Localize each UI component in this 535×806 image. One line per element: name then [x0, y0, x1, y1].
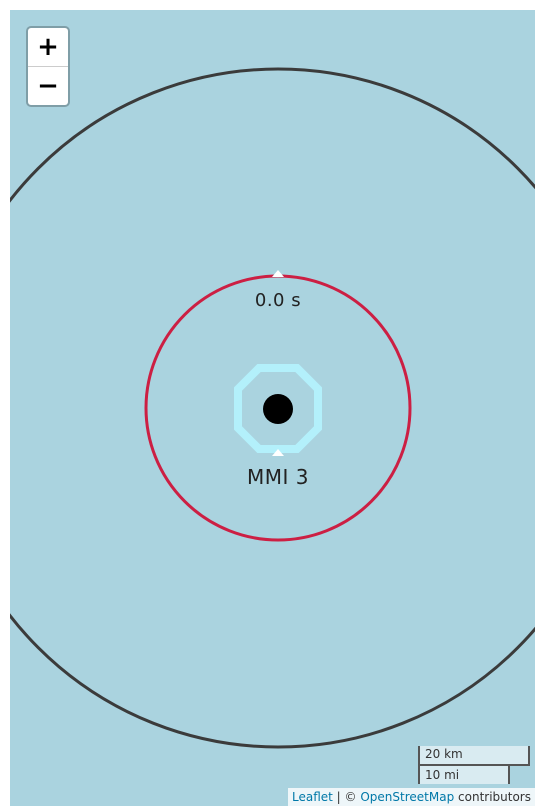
epicenter-dot[interactable]	[263, 394, 293, 424]
osm-link[interactable]: OpenStreetMap	[360, 790, 455, 804]
map-overlay	[10, 67, 535, 749]
scale-metric: 20 km	[418, 746, 530, 766]
attribution-separator: | ©	[332, 790, 361, 804]
zoom-in-button[interactable]: +	[37, 32, 59, 62]
mmi-label: MMI 3	[247, 465, 309, 489]
scale-bar: 20 km 10 mi	[418, 746, 530, 784]
attribution: Leaflet | © OpenStreetMap contributors	[288, 788, 535, 806]
scale-imperial: 10 mi	[418, 764, 510, 784]
time-marker	[272, 270, 284, 277]
leaflet-link[interactable]: Leaflet	[292, 790, 333, 804]
attribution-suffix: contributors	[454, 790, 531, 804]
outer-range-circle	[10, 67, 535, 749]
map-container[interactable]: + − 0.0 s MMI 3 20 km 10 mi Leaflet | © …	[10, 10, 535, 806]
epicenter-ring	[234, 364, 322, 453]
mmi-marker	[272, 449, 284, 456]
zoom-control: + −	[26, 26, 70, 107]
travel-time-label: 0.0 s	[254, 290, 302, 311]
zoom-out-button[interactable]: −	[28, 66, 68, 105]
